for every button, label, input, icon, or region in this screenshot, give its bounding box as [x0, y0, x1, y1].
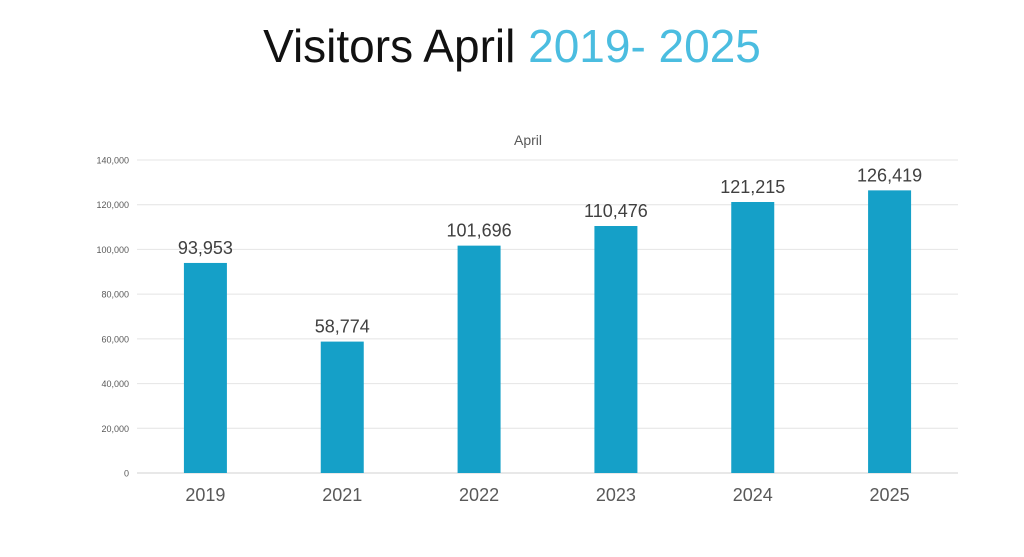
y-tick-label: 20,000 [101, 424, 129, 434]
y-tick-label: 60,000 [101, 334, 129, 344]
y-tick-label: 100,000 [96, 245, 129, 255]
x-tick-label: 2021 [322, 485, 362, 505]
gridlines [137, 159, 958, 474]
data-label: 58,774 [315, 317, 370, 337]
x-tick-label: 2023 [596, 485, 636, 505]
data-label: 101,696 [447, 221, 512, 241]
bar [457, 245, 501, 473]
y-tick-label: 140,000 [96, 156, 129, 166]
x-axis-ticks: 2019 2021 2022 2023 2024 2025 [185, 485, 909, 505]
y-tick-label: 0 [124, 469, 129, 479]
page-title-accent: 2019- 2025 [528, 20, 761, 72]
x-tick-label: 2019 [185, 485, 225, 505]
bars [183, 190, 912, 474]
data-labels: 93,953 58,774 101,696 110,476 121,215 126,419 [178, 165, 922, 336]
page-title-main: Visitors April [263, 20, 529, 72]
bar [594, 226, 638, 473]
bar [183, 262, 227, 473]
bar [868, 190, 912, 474]
bar [320, 341, 364, 473]
x-tick-label: 2022 [459, 485, 499, 505]
y-tick-label: 80,000 [101, 290, 129, 300]
y-tick-label: 120,000 [96, 200, 129, 210]
data-label: 93,953 [178, 238, 233, 258]
x-tick-label: 2024 [733, 485, 773, 505]
data-label: 110,476 [584, 201, 648, 221]
x-tick-label: 2025 [870, 485, 910, 505]
y-tick-label: 40,000 [101, 379, 129, 389]
data-label: 126,419 [857, 165, 922, 185]
data-label: 121,215 [720, 177, 785, 197]
page-title: Visitors April 2019- 2025 [0, 18, 1024, 74]
y-axis-ticks: 0 20,000 40,000 60,000 80,000 100,000 120,000 1… [96, 156, 129, 479]
bar [731, 201, 775, 473]
chart-title: April [514, 132, 542, 148]
